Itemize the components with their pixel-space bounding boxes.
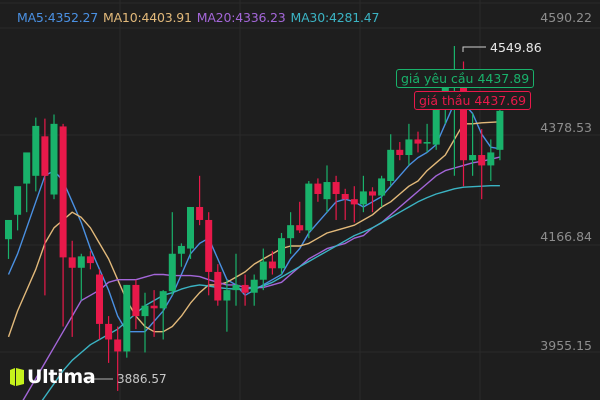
bid-price-box: giá thầu 4437.69 [414,91,532,110]
ultima-logo-icon [10,368,24,386]
y-axis-tick: 3955.15 [540,338,592,353]
y-axis-tick: 4166.84 [540,229,592,244]
ma30-label: MA30:4281.47 [290,10,380,25]
y-axis-tick: 4378.53 [540,120,592,135]
ma20-label: MA20:4336.23 [196,10,286,25]
y-axis-tick: 4590.22 [540,10,592,25]
brand-logo: Ultima [10,366,96,388]
high-price-label: 4549.86 [490,40,542,55]
ma10-label: MA10:4403.91 [103,10,192,25]
brand-name: Ultima [27,366,96,388]
ma5-label: MA5:4352.27 [17,10,98,25]
high-low-markers [83,46,486,380]
ma-legend: MA5:4352.27 MA10:4403.91 MA20:4336.23 MA30:… [17,10,384,25]
low-price-label: 3886.57 [117,372,167,386]
candles [5,45,504,391]
ask-price-box: giá yêu cầu 4437.89 [396,69,535,88]
moving-average-lines [7,102,501,400]
